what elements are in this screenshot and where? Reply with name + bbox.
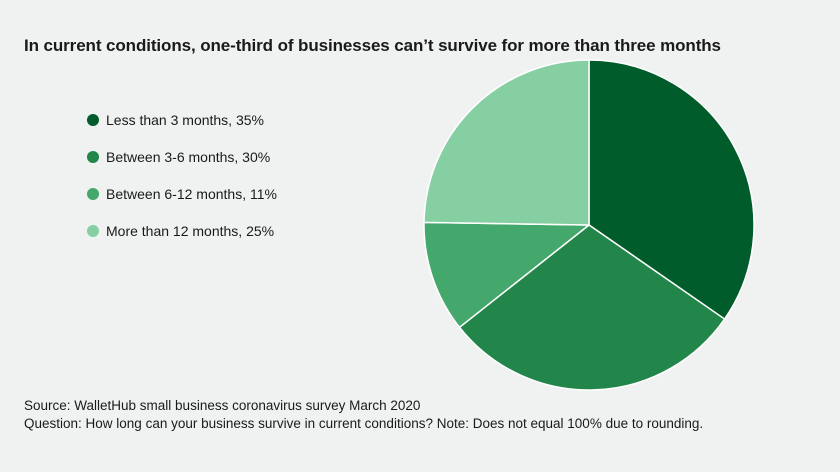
chart-title: In current conditions, one-third of busi… — [24, 36, 721, 55]
legend-label: Less than 3 months, 35% — [106, 112, 264, 128]
legend-swatch — [87, 151, 99, 163]
legend-swatch — [87, 225, 99, 237]
pie-slice — [588, 59, 755, 320]
legend-item: Less than 3 months, 35% — [87, 110, 277, 130]
legend-label: Between 6-12 months, 11% — [106, 186, 277, 202]
source-note: Source: WalletHub small business coronav… — [24, 398, 421, 413]
pie-slice — [423, 221, 590, 329]
legend-swatch — [87, 114, 99, 126]
legend-swatch — [87, 188, 99, 200]
question-note: Question: How long can your business sur… — [24, 416, 704, 431]
legend-label: Between 3-6 months, 30% — [106, 149, 271, 165]
pie-slice — [458, 224, 726, 391]
legend-label: More than 12 months, 25% — [106, 223, 275, 239]
legend-item: Between 3-6 months, 30% — [87, 147, 277, 167]
pie-slice — [423, 59, 590, 226]
legend-item: Between 6-12 months, 11% — [87, 184, 277, 204]
legend-item: More than 12 months, 25% — [87, 221, 277, 241]
chart-footer: Source: WalletHub small business coronav… — [24, 397, 703, 433]
chart-legend: Less than 3 months, 35% Between 3-6 mont… — [87, 110, 277, 258]
